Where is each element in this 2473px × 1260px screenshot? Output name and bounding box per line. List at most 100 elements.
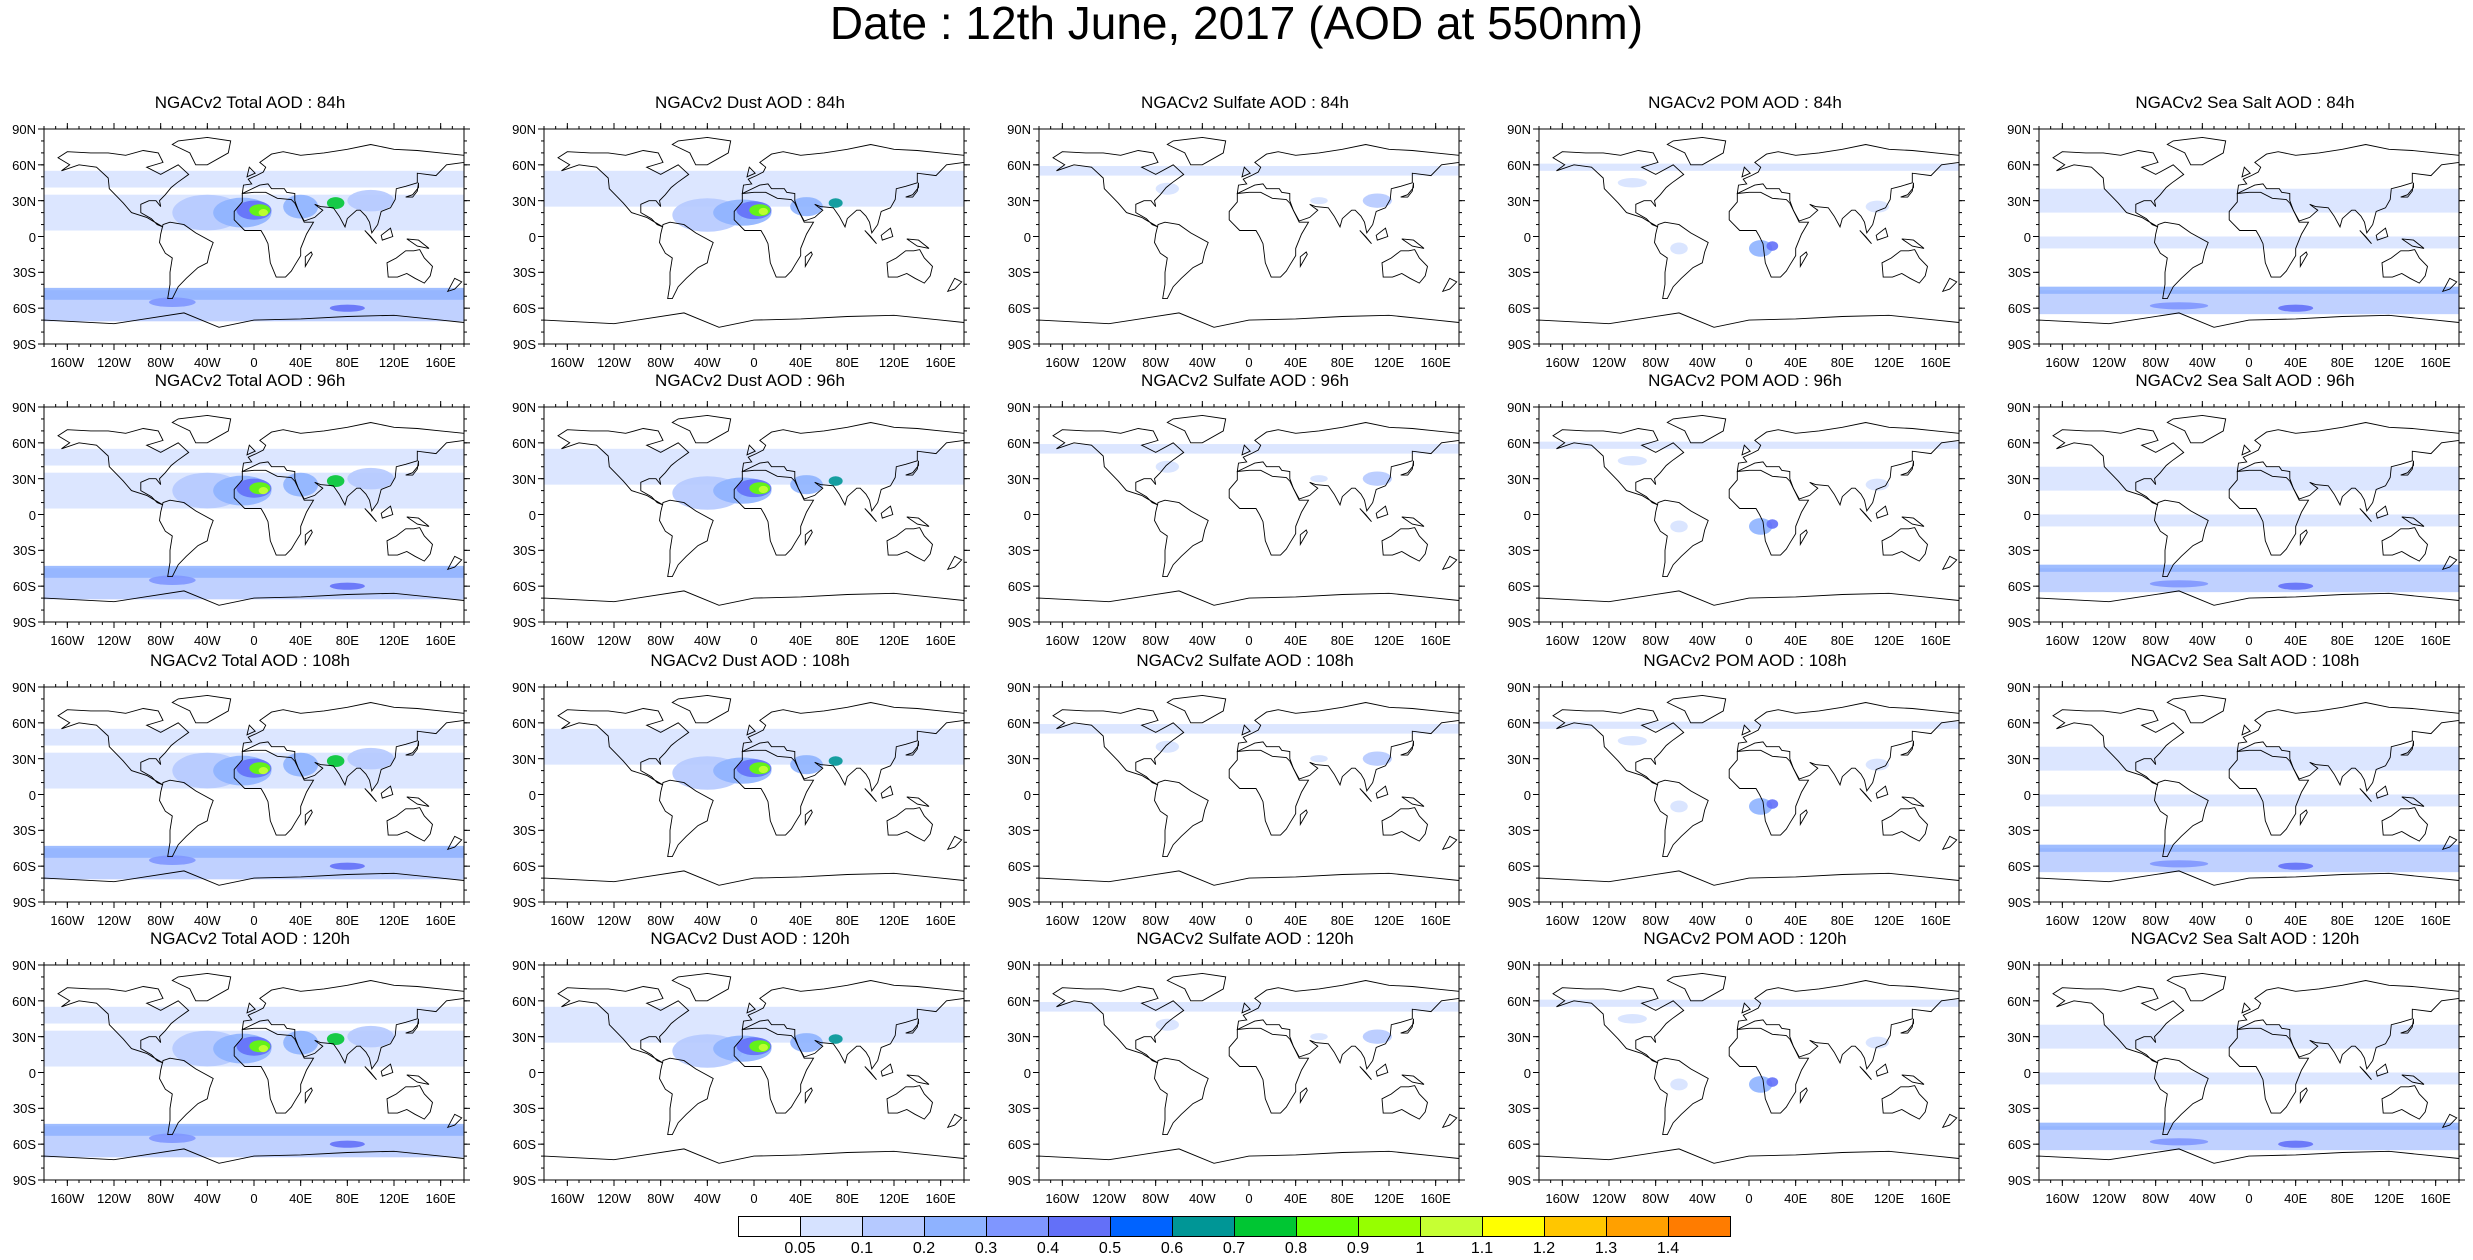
lon-tick-label: 80E xyxy=(2330,913,2354,928)
lon-tick-label: 80W xyxy=(647,355,675,370)
colorbar-label: 0.6 xyxy=(1160,1240,1184,1257)
aod-region xyxy=(1766,1077,1779,1087)
aod-field xyxy=(1039,724,1459,766)
axis-ticks xyxy=(1533,401,1965,628)
lat-tick-label: 90N xyxy=(12,680,36,695)
coastline xyxy=(1299,251,1308,269)
lon-tick-label: 120W xyxy=(597,355,631,370)
lon-tick-label: 40E xyxy=(1784,1191,1808,1206)
lon-tick-label: 40W xyxy=(1188,1191,1216,1206)
lat-tick-label: 60N xyxy=(2007,993,2031,1009)
coastline xyxy=(57,428,190,506)
coastline xyxy=(2381,807,2428,842)
lat-tick-label: 60S xyxy=(1007,859,1031,875)
coastline xyxy=(2154,499,2209,578)
aod-region xyxy=(326,1033,345,1046)
lon-tick-label: 120W xyxy=(597,1191,631,1206)
aod-region xyxy=(1670,242,1688,255)
coastline xyxy=(1875,1063,1889,1077)
coastline xyxy=(380,227,394,241)
axis-ticks xyxy=(538,681,970,908)
coastline xyxy=(1381,527,1428,562)
colorbar-label: 0.7 xyxy=(1222,1240,1246,1257)
aod-region xyxy=(326,475,345,488)
coastline xyxy=(2359,788,2372,802)
map-background xyxy=(1539,687,1959,902)
lat-tick-label: 60S xyxy=(2007,579,2031,595)
axis-ticks xyxy=(2033,959,2465,1186)
lat-tick-label: 60N xyxy=(12,993,36,1009)
lon-tick-label: 80W xyxy=(2142,355,2170,370)
colorbar-label: 0.1 xyxy=(850,1240,874,1257)
lat-tick-label: 60S xyxy=(512,859,536,875)
panel-title: NGACv2 POM AOD : 96h xyxy=(1648,371,1842,390)
aod-region xyxy=(1865,200,1889,213)
panel-title: NGACv2 Sulfate AOD : 108h xyxy=(1136,651,1354,670)
coastline xyxy=(2228,1027,2310,1114)
lon-tick-label: 120E xyxy=(2373,913,2405,928)
lon-tick-label: 40E xyxy=(1784,633,1808,648)
coastline xyxy=(2401,796,2425,807)
coastlines xyxy=(1039,136,1459,344)
panel-title: NGACv2 POM AOD : 108h xyxy=(1643,651,1847,670)
lat-tick-label: 90S xyxy=(512,895,536,910)
coastline xyxy=(405,1018,419,1034)
aod-region xyxy=(1749,240,1773,257)
coastline xyxy=(544,1148,964,1180)
coastline xyxy=(2375,505,2389,519)
aod-region xyxy=(1749,518,1773,535)
coastline xyxy=(1539,590,1959,622)
map-panel: NGACv2 POM AOD : 96h 90N 60N 30N 0 30S 60S 90S 1… xyxy=(1495,370,1995,647)
lat-tick-label: 30S xyxy=(512,1101,536,1117)
lon-tick-label: 0 xyxy=(1745,1191,1753,1206)
coastlines xyxy=(44,972,464,1180)
coastline xyxy=(1881,1085,1928,1120)
coastline xyxy=(2299,1087,2308,1105)
coastline xyxy=(905,460,919,476)
axis-ticks xyxy=(1033,123,1465,350)
axis-ticks xyxy=(538,959,970,1186)
lon-tick-label: 80E xyxy=(835,913,859,928)
coastlines xyxy=(1539,136,1959,344)
coastline xyxy=(1375,227,1389,241)
lon-tick-label: 40E xyxy=(1284,1191,1308,1206)
coastline xyxy=(2241,444,2251,456)
coastline xyxy=(2236,422,2459,512)
aod-region xyxy=(2039,568,2459,593)
axis-ticks xyxy=(538,401,970,628)
lat-tick-label: 30N xyxy=(1007,751,1031,767)
lon-tick-label: 40E xyxy=(789,355,813,370)
colorbar-swatch xyxy=(924,1216,987,1237)
lon-tick-label: 160E xyxy=(1920,633,1951,648)
lat-tick-label: 0 xyxy=(1523,229,1531,245)
coastline xyxy=(1039,312,1459,344)
map-panel: NGACv2 Dust AOD : 108h 90N 60N 30N 0 30S 60S 90… xyxy=(500,650,1000,927)
colorbar-label: 1.1 xyxy=(1470,1240,1494,1257)
lat-tick-label: 30N xyxy=(12,1029,36,1045)
aod-region xyxy=(347,189,394,212)
lat-tick-label: 90N xyxy=(1007,400,1031,415)
lat-tick-label: 30S xyxy=(12,823,36,839)
lat-tick-label: 90N xyxy=(1007,958,1031,973)
lon-tick-label: 80W xyxy=(2142,1191,2170,1206)
coastline xyxy=(304,251,313,269)
aod-region xyxy=(1617,1013,1647,1024)
lat-tick-label: 0 xyxy=(2023,1065,2031,1081)
coastline xyxy=(1900,182,1914,198)
coastline xyxy=(1441,277,1458,293)
axis-ticks xyxy=(38,401,470,628)
coastline xyxy=(2401,516,2425,527)
coastline xyxy=(1299,529,1308,547)
lat-tick-label: 90N xyxy=(12,122,36,137)
lon-tick-label: 160E xyxy=(425,913,456,928)
coastline xyxy=(1666,136,1727,166)
lon-tick-label: 0 xyxy=(750,1191,758,1206)
coastline xyxy=(1941,835,1958,851)
colorbar-label: 0.4 xyxy=(1036,1240,1060,1257)
lon-tick-label: 0 xyxy=(2245,1191,2253,1206)
coastline xyxy=(1039,1148,1459,1180)
aod-region xyxy=(1749,1076,1773,1093)
lat-tick-label: 30N xyxy=(512,1029,536,1045)
aod-region xyxy=(2039,1122,2459,1130)
lat-tick-label: 30S xyxy=(2007,543,2031,559)
